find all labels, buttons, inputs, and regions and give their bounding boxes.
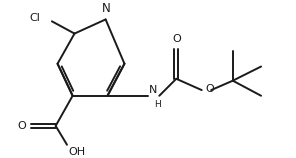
Text: H: H [155,100,161,109]
Text: Cl: Cl [30,13,40,24]
Text: N: N [102,2,111,15]
Text: O: O [205,84,214,94]
Text: N: N [149,85,157,95]
Text: OH: OH [69,147,86,157]
Text: O: O [172,34,181,44]
Text: O: O [18,121,26,131]
